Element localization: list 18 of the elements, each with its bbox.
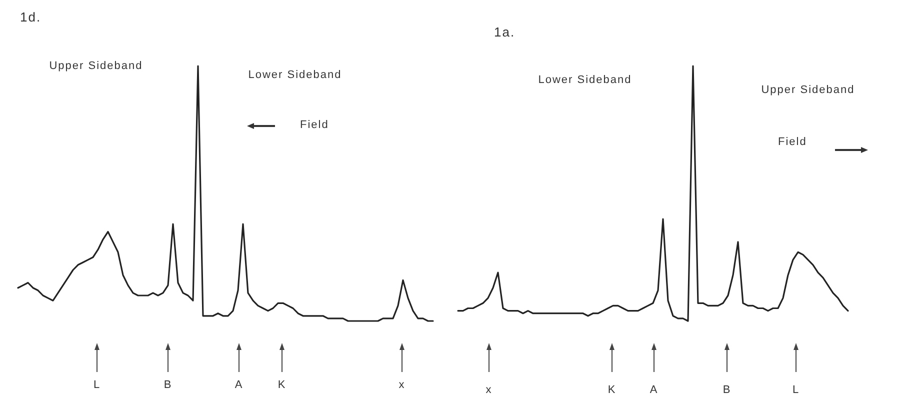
- text: B: [722, 384, 732, 396]
- text: K: [608, 384, 616, 396]
- text: x: [486, 384, 492, 396]
- annotation: Upper Sideband: [49, 60, 143, 72]
- text: B: [164, 378, 172, 391]
- annotation: Lower Sideband: [538, 74, 632, 86]
- text: A: [650, 384, 658, 396]
- annotation: Field: [300, 118, 329, 131]
- text: K: [278, 378, 286, 391]
- text: L: [792, 384, 800, 396]
- text: L: [93, 378, 101, 391]
- text: x: [398, 378, 406, 391]
- text: A: [234, 378, 244, 391]
- chart-title: 1d.: [20, 9, 42, 24]
- annotation: Upper Sideband: [761, 84, 855, 96]
- annotation: Field: [778, 136, 807, 148]
- chart-title: 1a.: [494, 24, 516, 40]
- annotation: Lower Sideband: [248, 68, 342, 81]
